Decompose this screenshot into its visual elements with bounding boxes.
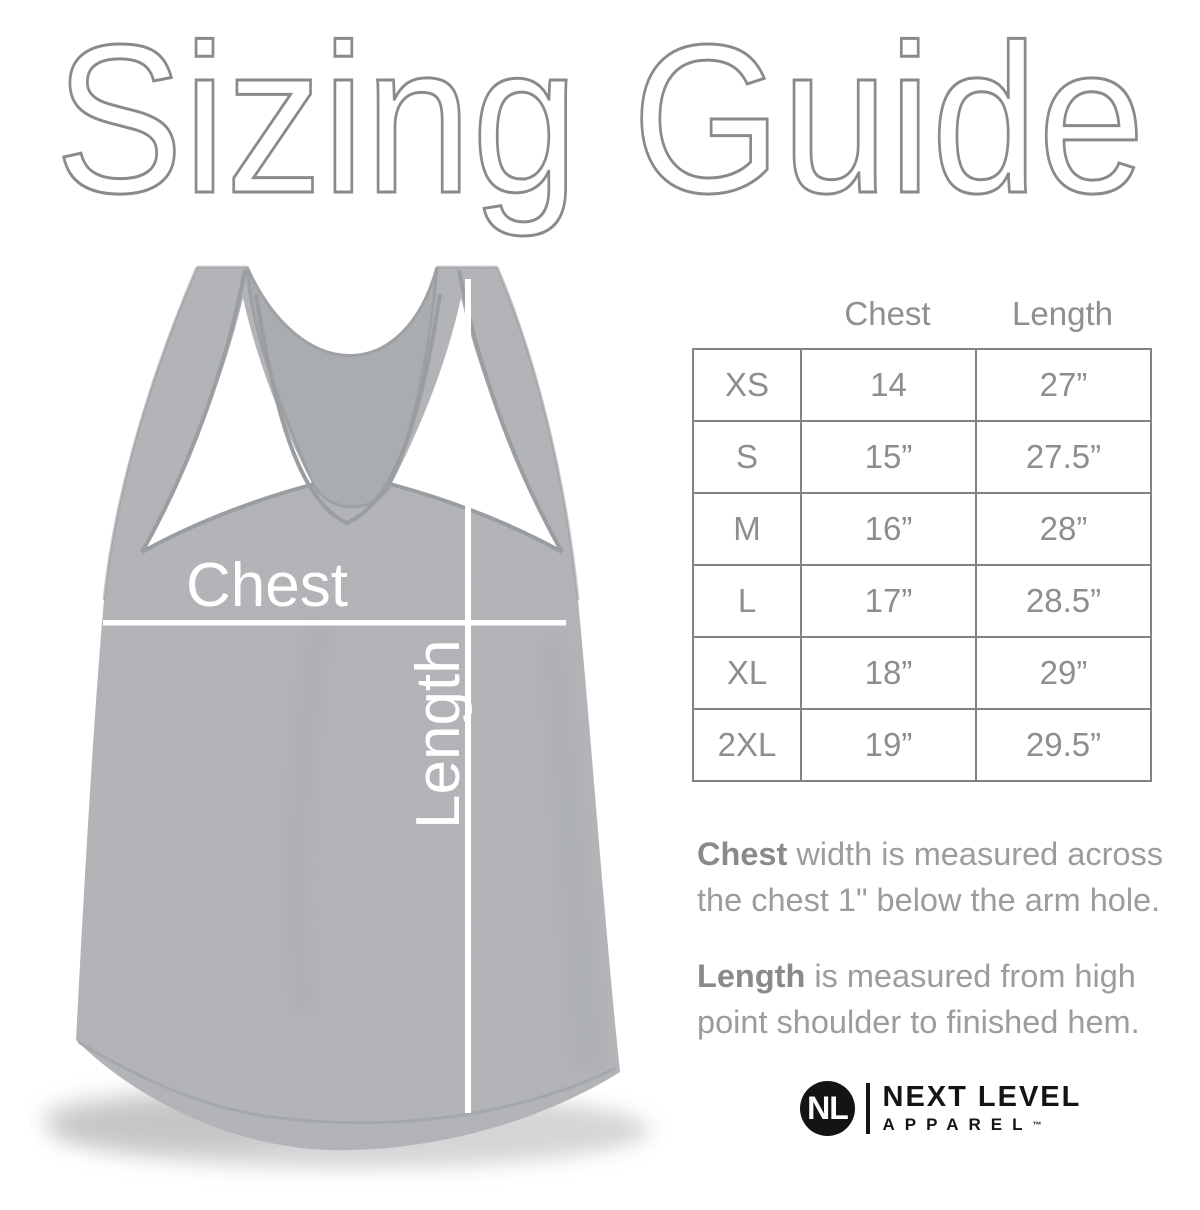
- length-cell: 29”: [975, 636, 1152, 710]
- size-cell: XS: [692, 348, 802, 422]
- size-cell: L: [692, 564, 802, 638]
- table-row: XL 18” 29”: [692, 636, 1152, 710]
- size-chart-table: XS 14 27” S 15” 27.5” M 16” 28” L 17” 28…: [692, 348, 1152, 782]
- chest-cell: 14: [800, 348, 977, 422]
- page-title: Sizing Guide: [55, 6, 1145, 237]
- table-header-length: Length: [1012, 295, 1113, 332]
- nl-monogram-text: NL: [807, 1089, 849, 1126]
- chest-cell: 17”: [800, 564, 977, 638]
- measurement-notes: Chest width is measured across the chest …: [697, 831, 1175, 1045]
- tank-top-illustration: Chest Length: [40, 265, 650, 1168]
- chest-cell: 15”: [800, 420, 977, 494]
- table-row: S 15” 27.5”: [692, 420, 1152, 494]
- chest-note-term: Chest: [697, 836, 788, 872]
- chest-note: Chest width is measured across the chest …: [697, 831, 1175, 923]
- trademark-symbol: ™: [1032, 1119, 1042, 1130]
- size-cell: M: [692, 492, 802, 566]
- wrinkle-shade: [288, 620, 328, 1010]
- brand-division-text: APPAREL: [882, 1114, 1033, 1134]
- chest-note-line2: the chest 1" below the arm hole.: [697, 882, 1161, 918]
- size-cell: XL: [692, 636, 802, 710]
- armhole-opening-left: [142, 298, 313, 550]
- chest-cell: 16”: [800, 492, 977, 566]
- chest-note-line1: width is measured across: [787, 836, 1163, 872]
- heather-texture: [76, 267, 620, 1151]
- chest-measure-label: Chest: [186, 551, 348, 620]
- brand-name: NEXT LEVEL: [882, 1080, 1082, 1113]
- length-measure-label: Length: [404, 639, 473, 829]
- armhole-opening-right: [391, 298, 562, 550]
- length-note-term: Length: [697, 958, 806, 994]
- length-note-line2: point shoulder to finished hem.: [697, 1004, 1140, 1040]
- length-measure-line: [465, 279, 471, 1113]
- length-cell: 27.5”: [975, 420, 1152, 494]
- length-cell: 28.5”: [975, 564, 1152, 638]
- table-header-chest: Chest: [844, 295, 931, 332]
- wrinkle-shade: [545, 640, 600, 1065]
- brand-logo: NL NEXT LEVEL APPAREL™: [800, 1079, 1081, 1137]
- length-cell: 27”: [975, 348, 1152, 422]
- chest-cell: 19”: [800, 708, 977, 782]
- size-cell: S: [692, 420, 802, 494]
- length-cell: 28”: [975, 492, 1152, 566]
- table-row: XS 14 27”: [692, 348, 1152, 422]
- length-note-line1: is measured from high: [805, 958, 1136, 994]
- table-row: M 16” 28”: [692, 492, 1152, 566]
- table-row: 2XL 19” 29.5”: [692, 708, 1152, 782]
- chest-cell: 18”: [800, 636, 977, 710]
- size-cell: 2XL: [692, 708, 802, 782]
- brand-division: APPAREL™: [883, 1116, 1082, 1134]
- chest-measure-line: [103, 620, 566, 626]
- logo-divider: [866, 1082, 870, 1134]
- length-note: Length is measured from high point should…: [697, 953, 1175, 1045]
- brand-words: NEXT LEVEL APPAREL™: [882, 1080, 1082, 1134]
- nl-monogram-icon: NL: [800, 1080, 855, 1136]
- table-row: L 17” 28.5”: [692, 564, 1152, 638]
- length-cell: 29.5”: [975, 708, 1152, 782]
- hem-stitch: [77, 1040, 617, 1125]
- page-title-wrap: Sizing Guide: [54, 6, 1147, 239]
